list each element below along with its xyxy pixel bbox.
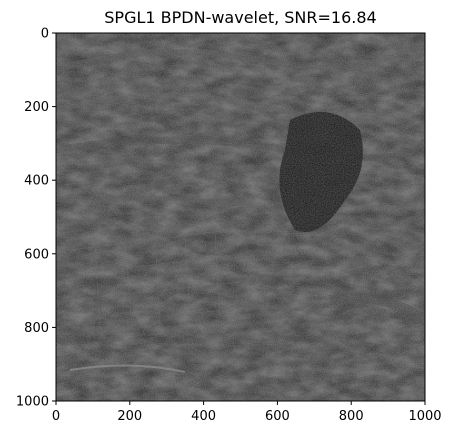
x-tick-label: 400 [191,409,216,424]
y-tick-label: 600 [24,247,49,262]
y-tick-label: 0 [41,27,49,42]
x-tick-label: 1000 [408,409,441,424]
x-tick-label: 800 [339,409,364,424]
figure-title: SPGL1 BPDN-wavelet, SNR=16.84 [104,8,376,27]
x-tick-label: 600 [265,409,290,424]
y-tick-label: 1000 [16,395,49,410]
y-tick-label: 200 [24,100,49,115]
y-tick-label: 400 [24,174,49,189]
x-axis: 0 200 400 600 800 1000 [52,401,442,424]
x-tick-label: 200 [117,409,142,424]
satellite-image [56,33,425,401]
x-tick-label: 0 [52,409,60,424]
axes-frame [55,32,426,402]
y-axis: 0 200 400 600 800 1000 [16,27,56,410]
y-tick-label: 800 [24,321,49,336]
